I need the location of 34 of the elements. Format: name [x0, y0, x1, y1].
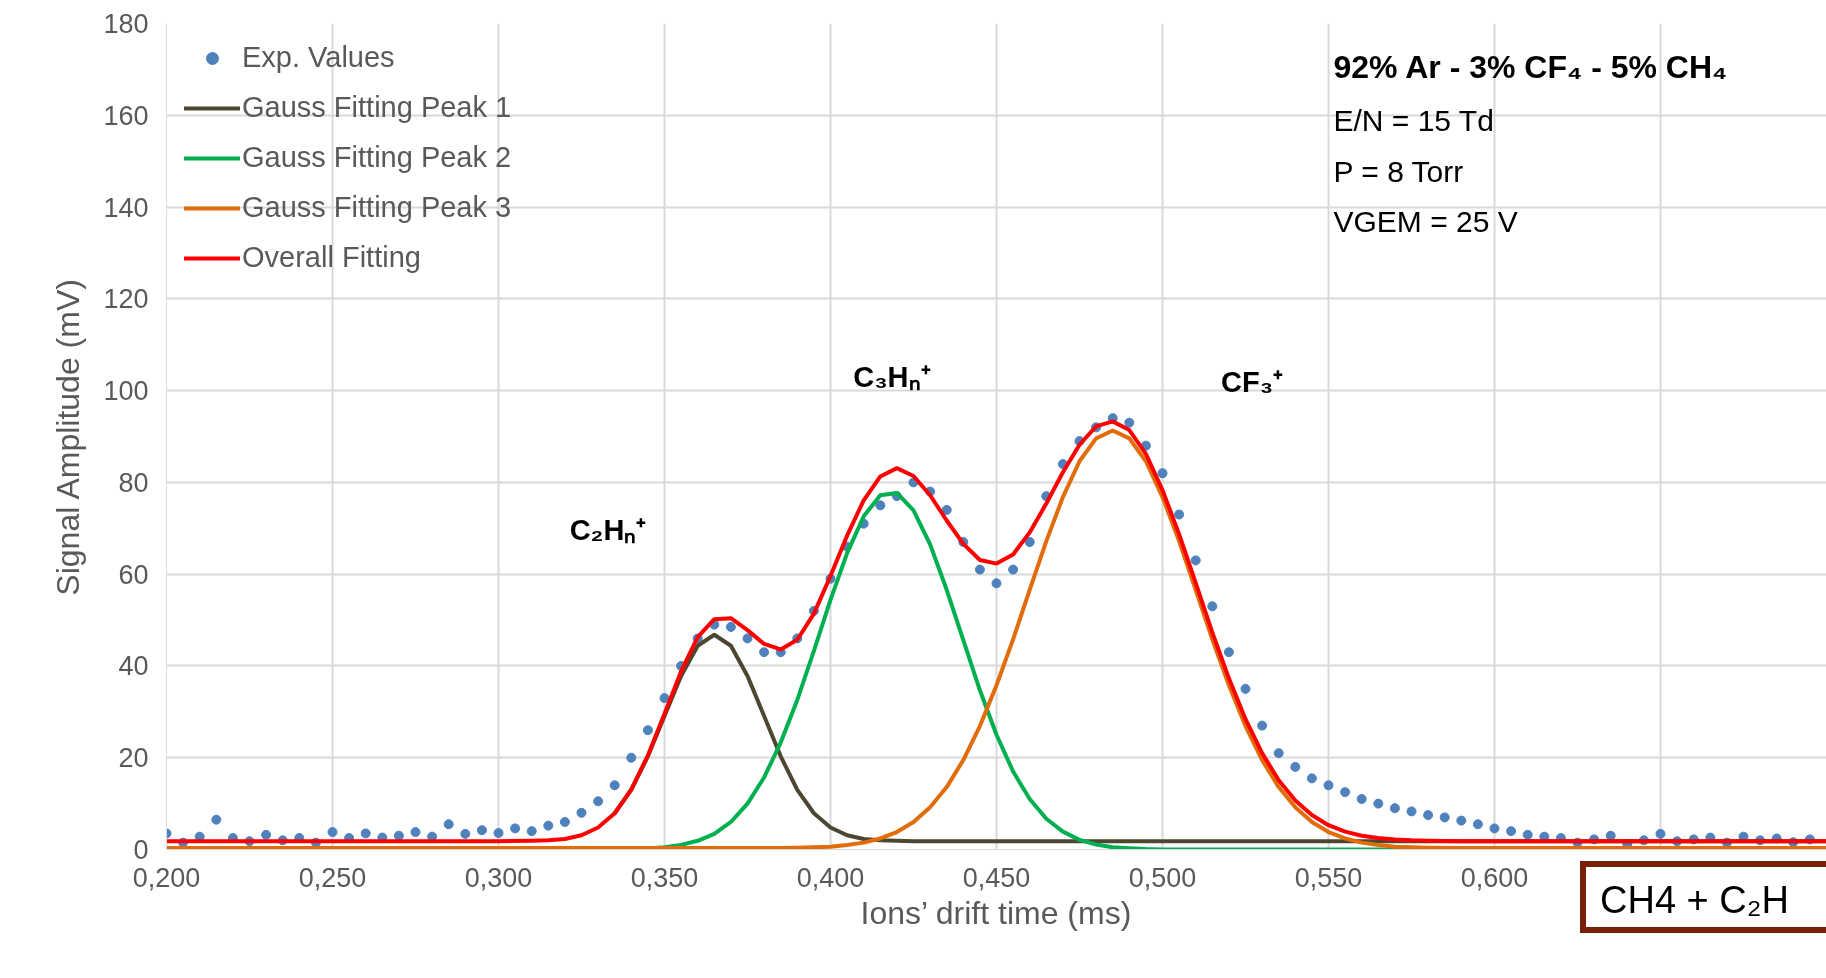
x-tick-label: 0,300 [464, 862, 533, 893]
x-tick-label: 0,200 [132, 862, 201, 893]
y-tick-label: 160 [103, 100, 149, 131]
annotation: VGEM = 25 V [1333, 205, 1518, 239]
x-tick-label: 0,250 [298, 862, 367, 893]
y-tick-label: 100 [103, 376, 149, 407]
annotation: P = 8 Torr [1333, 155, 1464, 189]
annotation: CF₃⁺ [1221, 366, 1284, 399]
x-tick-label: 0,400 [796, 862, 865, 893]
x-tick-label: 0,500 [1128, 862, 1197, 893]
y-axis-title: Signal Amplitude (mV) [50, 279, 87, 596]
text: 92% Ar - 3% CF₄ - 5% CH₄ [1333, 48, 1728, 85]
x-tick-label: 0,600 [1460, 862, 1529, 893]
x-tick-label: 0,350 [630, 862, 699, 893]
annotation: C₃Hₙ⁺ [853, 360, 931, 393]
y-tick-label: 120 [103, 284, 149, 315]
legend-label: Overall Fitting [242, 241, 421, 274]
annotation: C₂Hₙ⁺ [569, 514, 647, 547]
x-tick-label: 0,550 [1294, 862, 1363, 893]
annotation: E/N = 15 Td [1333, 103, 1494, 137]
legend-label: Exp. Values [242, 41, 395, 74]
y-tick-label: 180 [103, 9, 149, 39]
x-axis-title: Ions’ drift time (ms) [860, 894, 1132, 931]
y-tick-label: 140 [103, 192, 149, 223]
y-tick-label: 40 [118, 651, 149, 682]
text: CH4 + C₂H [1600, 878, 1789, 923]
y-tick-label: 20 [118, 743, 149, 774]
y-tick-label: 80 [118, 467, 149, 498]
y-tick-label: 60 [118, 559, 149, 590]
legend-label: Gauss Fitting Peak 2 [242, 141, 512, 174]
legend-label: Gauss Fitting Peak 3 [242, 191, 512, 224]
x-tick-label: 0,450 [962, 862, 1031, 893]
y-tick-label: 0 [133, 835, 149, 865]
legend-label: Gauss Fitting Peak 1 [242, 91, 512, 124]
